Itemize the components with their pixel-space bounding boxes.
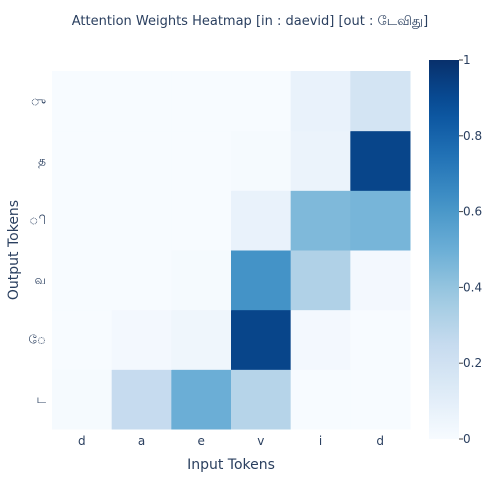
heatmap-cell — [350, 250, 411, 311]
heatmap-cell — [52, 71, 113, 132]
heatmap-cell — [231, 190, 292, 251]
heatmap-cell — [231, 250, 292, 311]
heatmap-cell — [290, 190, 351, 251]
x-tick-label: a — [138, 434, 145, 448]
heatmap-cell — [350, 369, 411, 430]
heatmap-cell — [350, 309, 411, 370]
colorbar-tick-label: 1 — [463, 53, 471, 67]
y-tick-label: வ — [35, 273, 46, 287]
x-tick-label: d — [376, 434, 384, 448]
heatmap-cell — [52, 130, 113, 191]
heatmap-cell — [290, 309, 351, 370]
colorbar-tick-label: 0.6 — [463, 205, 482, 219]
heatmap-cell — [171, 190, 232, 251]
heatmap-cell — [52, 309, 113, 370]
x-axis-title: Input Tokens — [187, 457, 275, 473]
heatmap-cell — [52, 369, 113, 430]
y-tick-label: ு — [31, 94, 46, 108]
heatmap-cell — [231, 309, 292, 370]
heatmap-cell — [290, 130, 351, 191]
x-tick-label: i — [319, 434, 322, 448]
heatmap-cell — [231, 71, 292, 132]
heatmap-cell — [350, 130, 411, 191]
heatmap-cell — [111, 71, 172, 132]
heatmap-cell — [171, 130, 232, 191]
heatmap-cell — [111, 130, 172, 191]
heatmap-cell — [171, 250, 232, 311]
heatmap-cell — [52, 190, 113, 251]
heatmap-cell — [350, 71, 411, 132]
heatmap-cell — [171, 309, 232, 370]
x-tick-label: e — [197, 434, 204, 448]
heatmap-cell — [111, 369, 172, 430]
chart-title: Attention Weights Heatmap [in : daevid] … — [72, 14, 428, 29]
y-tick-label: ி — [29, 213, 46, 227]
heatmap-cell — [290, 250, 351, 311]
y-axis-title: Output Tokens — [6, 200, 22, 300]
y-tick-label: ே — [28, 333, 46, 347]
y-tick-labels: டே வி து — [28, 94, 46, 406]
heatmap-cell — [111, 309, 172, 370]
colorbar-tick-label: 0.2 — [463, 356, 482, 370]
heatmap-cell — [171, 71, 232, 132]
y-tick-label: ட — [36, 392, 46, 406]
heatmap-cell — [231, 369, 292, 430]
heatmap-cells — [52, 71, 411, 430]
heatmap-cell — [290, 369, 351, 430]
x-tick-label: v — [257, 434, 264, 448]
colorbar-tick-label: 0.8 — [463, 129, 482, 143]
heatmap-cell — [111, 190, 172, 251]
x-tick-label: d — [78, 434, 86, 448]
heatmap-cell — [171, 369, 232, 430]
heatmap-cell — [350, 190, 411, 251]
colorbar-tick-labels: 0 0.2 0.4 0.6 0.8 1 — [459, 53, 482, 446]
y-tick-label: த — [38, 154, 46, 168]
heatmap-cell — [290, 71, 351, 132]
colorbar-tick-label: 0.4 — [463, 280, 482, 294]
colorbar-tick-label: 0 — [463, 432, 471, 446]
heatmap-cell — [111, 250, 172, 311]
heatmap-cell — [52, 250, 113, 311]
heatmap-cell — [231, 130, 292, 191]
colorbar — [429, 60, 459, 439]
